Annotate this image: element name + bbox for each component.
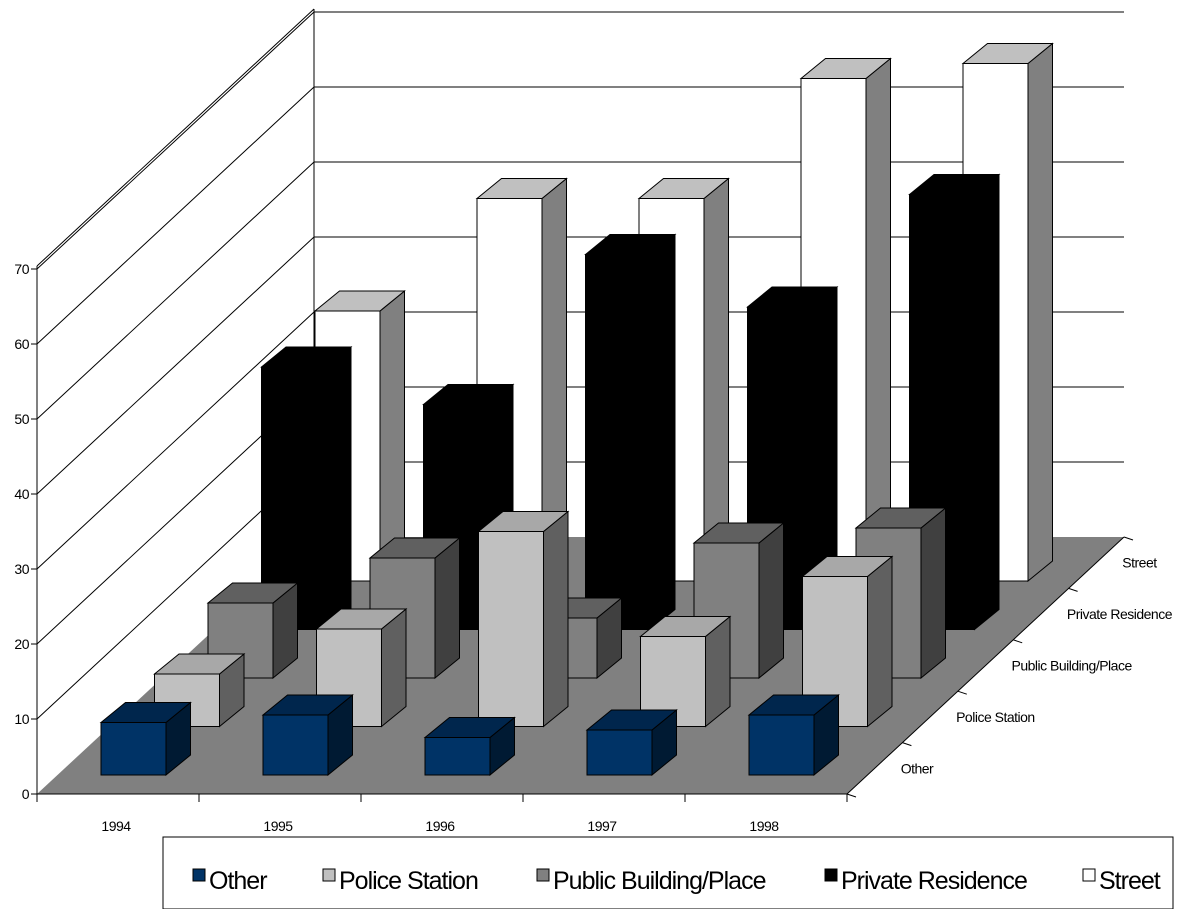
- legend-swatch: [536, 868, 550, 882]
- legend-item-street: Street: [1082, 867, 1162, 895]
- y-tick-label: 10: [14, 711, 29, 727]
- bar-police-station-1994: [153, 652, 246, 728]
- bar-other-1997: [585, 708, 678, 777]
- x-tick-label: 1998: [749, 818, 779, 834]
- depth-tick: [957, 690, 967, 695]
- legend-item-private-residence: Private Residence: [824, 867, 1028, 895]
- bar-police-station-1997: [639, 615, 732, 728]
- depth-tick: [1068, 587, 1078, 592]
- y-tick-label: 70: [14, 261, 29, 277]
- chart-bars: [99, 42, 1054, 777]
- y-tick-label: 20: [14, 636, 29, 652]
- bar-other-1994: [99, 701, 192, 777]
- legend-item-public-building-place: Public Building/Place: [536, 867, 767, 895]
- x-tick-label: 1996: [425, 818, 455, 834]
- legend-item-other: Other: [192, 867, 268, 895]
- depth-label: Street: [1122, 555, 1157, 571]
- bar-other-1995: [261, 693, 354, 777]
- legend-swatch: [1082, 868, 1096, 882]
- series-other: [99, 693, 840, 777]
- depth-label: Police Station: [956, 709, 1035, 725]
- chart-axes: 0 10 20 30 40 50 60 70 1994 1995 1996 1997 1998 Other…: [14, 261, 1173, 834]
- bar-private-residence-1994: [260, 345, 353, 631]
- bar-private-residence-1996: [584, 233, 677, 631]
- legend-label: Police Station: [339, 867, 478, 895]
- bar-other-1998: [747, 693, 840, 777]
- y-tick-label: 0: [22, 786, 30, 802]
- x-tick-label: 1995: [263, 818, 293, 834]
- legend-swatch: [322, 868, 336, 882]
- depth-label: Public Building/Place: [1012, 658, 1133, 674]
- legend-item-police-station: Police Station: [322, 867, 479, 895]
- bar-police-station-1998: [801, 555, 894, 728]
- depth-label: Other: [901, 760, 934, 776]
- depth-label: Private Residence: [1067, 606, 1173, 622]
- series-police-station: [153, 510, 894, 728]
- legend-swatch: [824, 868, 838, 882]
- depth-tick: [1123, 536, 1134, 541]
- depth-tick: [902, 742, 912, 747]
- legend-swatch: [192, 868, 206, 882]
- legend-label: Street: [1099, 867, 1161, 895]
- bar-police-station-1996: [477, 510, 570, 728]
- bar-other-1996: [423, 716, 516, 777]
- x-tick-label: 1997: [587, 818, 617, 834]
- x-tick-label: 1994: [101, 818, 131, 834]
- legend-label: Other: [209, 867, 267, 895]
- left-wall-top-edge: [36, 8, 315, 267]
- depth-tick: [846, 793, 857, 798]
- y-tick-label: 60: [14, 336, 29, 352]
- y-tick-label: 30: [14, 561, 29, 577]
- legend-label: Private Residence: [841, 867, 1027, 895]
- depth-axis-line: [846, 536, 1125, 795]
- y-tick-label: 50: [14, 411, 29, 427]
- legend-label: Public Building/Place: [553, 867, 766, 895]
- legend: Other Police Station Public Building/Place…: [162, 836, 1174, 909]
- y-tick-label: 40: [14, 486, 29, 502]
- depth-tick: [1013, 639, 1023, 644]
